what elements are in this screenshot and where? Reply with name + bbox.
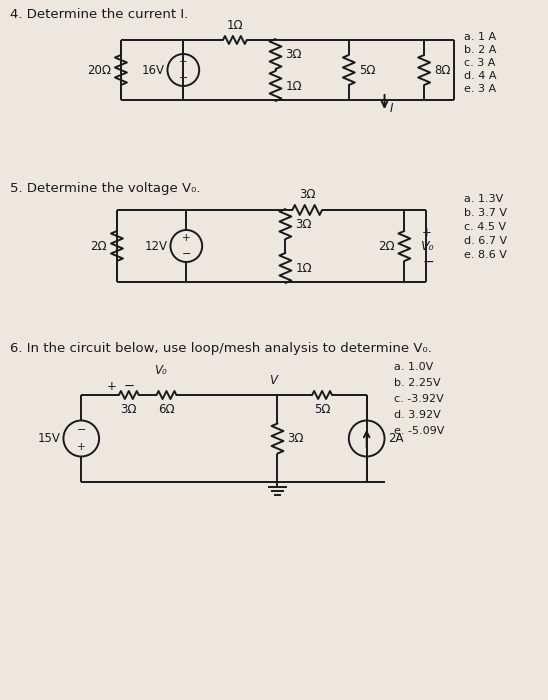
Text: −: − (77, 424, 86, 435)
Text: V: V (270, 374, 277, 387)
Text: c. 4.5 V: c. 4.5 V (464, 222, 506, 232)
Text: b. 3.7 V: b. 3.7 V (464, 208, 507, 218)
Text: a. 1.0V: a. 1.0V (395, 362, 433, 372)
Text: e. -5.09V: e. -5.09V (395, 426, 445, 436)
Text: 5Ω: 5Ω (359, 64, 375, 76)
Text: V₀: V₀ (154, 364, 167, 377)
Text: 6. In the circuit below, use loop/mesh analysis to determine V₀.: 6. In the circuit below, use loop/mesh a… (10, 342, 432, 355)
Text: d. 6.7 V: d. 6.7 V (464, 236, 507, 246)
Text: b. 2 A: b. 2 A (464, 45, 496, 55)
Text: V₀: V₀ (420, 239, 433, 253)
Text: 12V: 12V (145, 239, 168, 253)
Text: −: − (123, 380, 134, 393)
Text: b. 2.25V: b. 2.25V (395, 378, 441, 388)
Text: +: + (107, 380, 117, 393)
Text: 16V: 16V (141, 64, 164, 76)
Text: 3Ω: 3Ω (286, 48, 302, 60)
Text: 8Ω: 8Ω (434, 64, 450, 76)
Text: e. 3 A: e. 3 A (464, 84, 496, 94)
Text: −: − (422, 255, 434, 269)
Text: I: I (390, 102, 393, 115)
Text: +: + (77, 442, 85, 452)
Text: 3Ω: 3Ω (299, 188, 316, 201)
Text: 2Ω: 2Ω (378, 239, 395, 253)
Text: 5Ω: 5Ω (314, 403, 330, 416)
Text: 1Ω: 1Ω (286, 80, 302, 92)
Text: 3Ω: 3Ω (121, 403, 137, 416)
Text: 3Ω: 3Ω (295, 218, 312, 230)
Text: 5. Determine the voltage V₀.: 5. Determine the voltage V₀. (10, 182, 201, 195)
Text: d. 3.92V: d. 3.92V (395, 410, 441, 420)
Text: 1Ω: 1Ω (226, 19, 243, 32)
Text: +: + (179, 57, 187, 67)
Text: 15V: 15V (38, 432, 60, 445)
Text: 2A: 2A (389, 432, 404, 445)
Text: 1Ω: 1Ω (295, 262, 312, 274)
Text: +: + (182, 233, 191, 243)
Text: a. 1.3V: a. 1.3V (464, 194, 503, 204)
Text: a. 1 A: a. 1 A (464, 32, 496, 42)
Text: c. -3.92V: c. -3.92V (395, 394, 444, 404)
Text: −: − (179, 73, 188, 83)
Text: e. 8.6 V: e. 8.6 V (464, 250, 507, 260)
Text: 6Ω: 6Ω (158, 403, 175, 416)
Text: +: + (422, 225, 432, 239)
Text: 4. Determine the current I.: 4. Determine the current I. (10, 8, 188, 21)
Text: c. 3 A: c. 3 A (464, 58, 495, 68)
Text: 2Ω: 2Ω (90, 239, 107, 253)
Text: −: − (181, 249, 191, 259)
Text: d. 4 A: d. 4 A (464, 71, 496, 81)
Text: 3Ω: 3Ω (287, 432, 304, 445)
Text: 20Ω: 20Ω (87, 64, 111, 76)
